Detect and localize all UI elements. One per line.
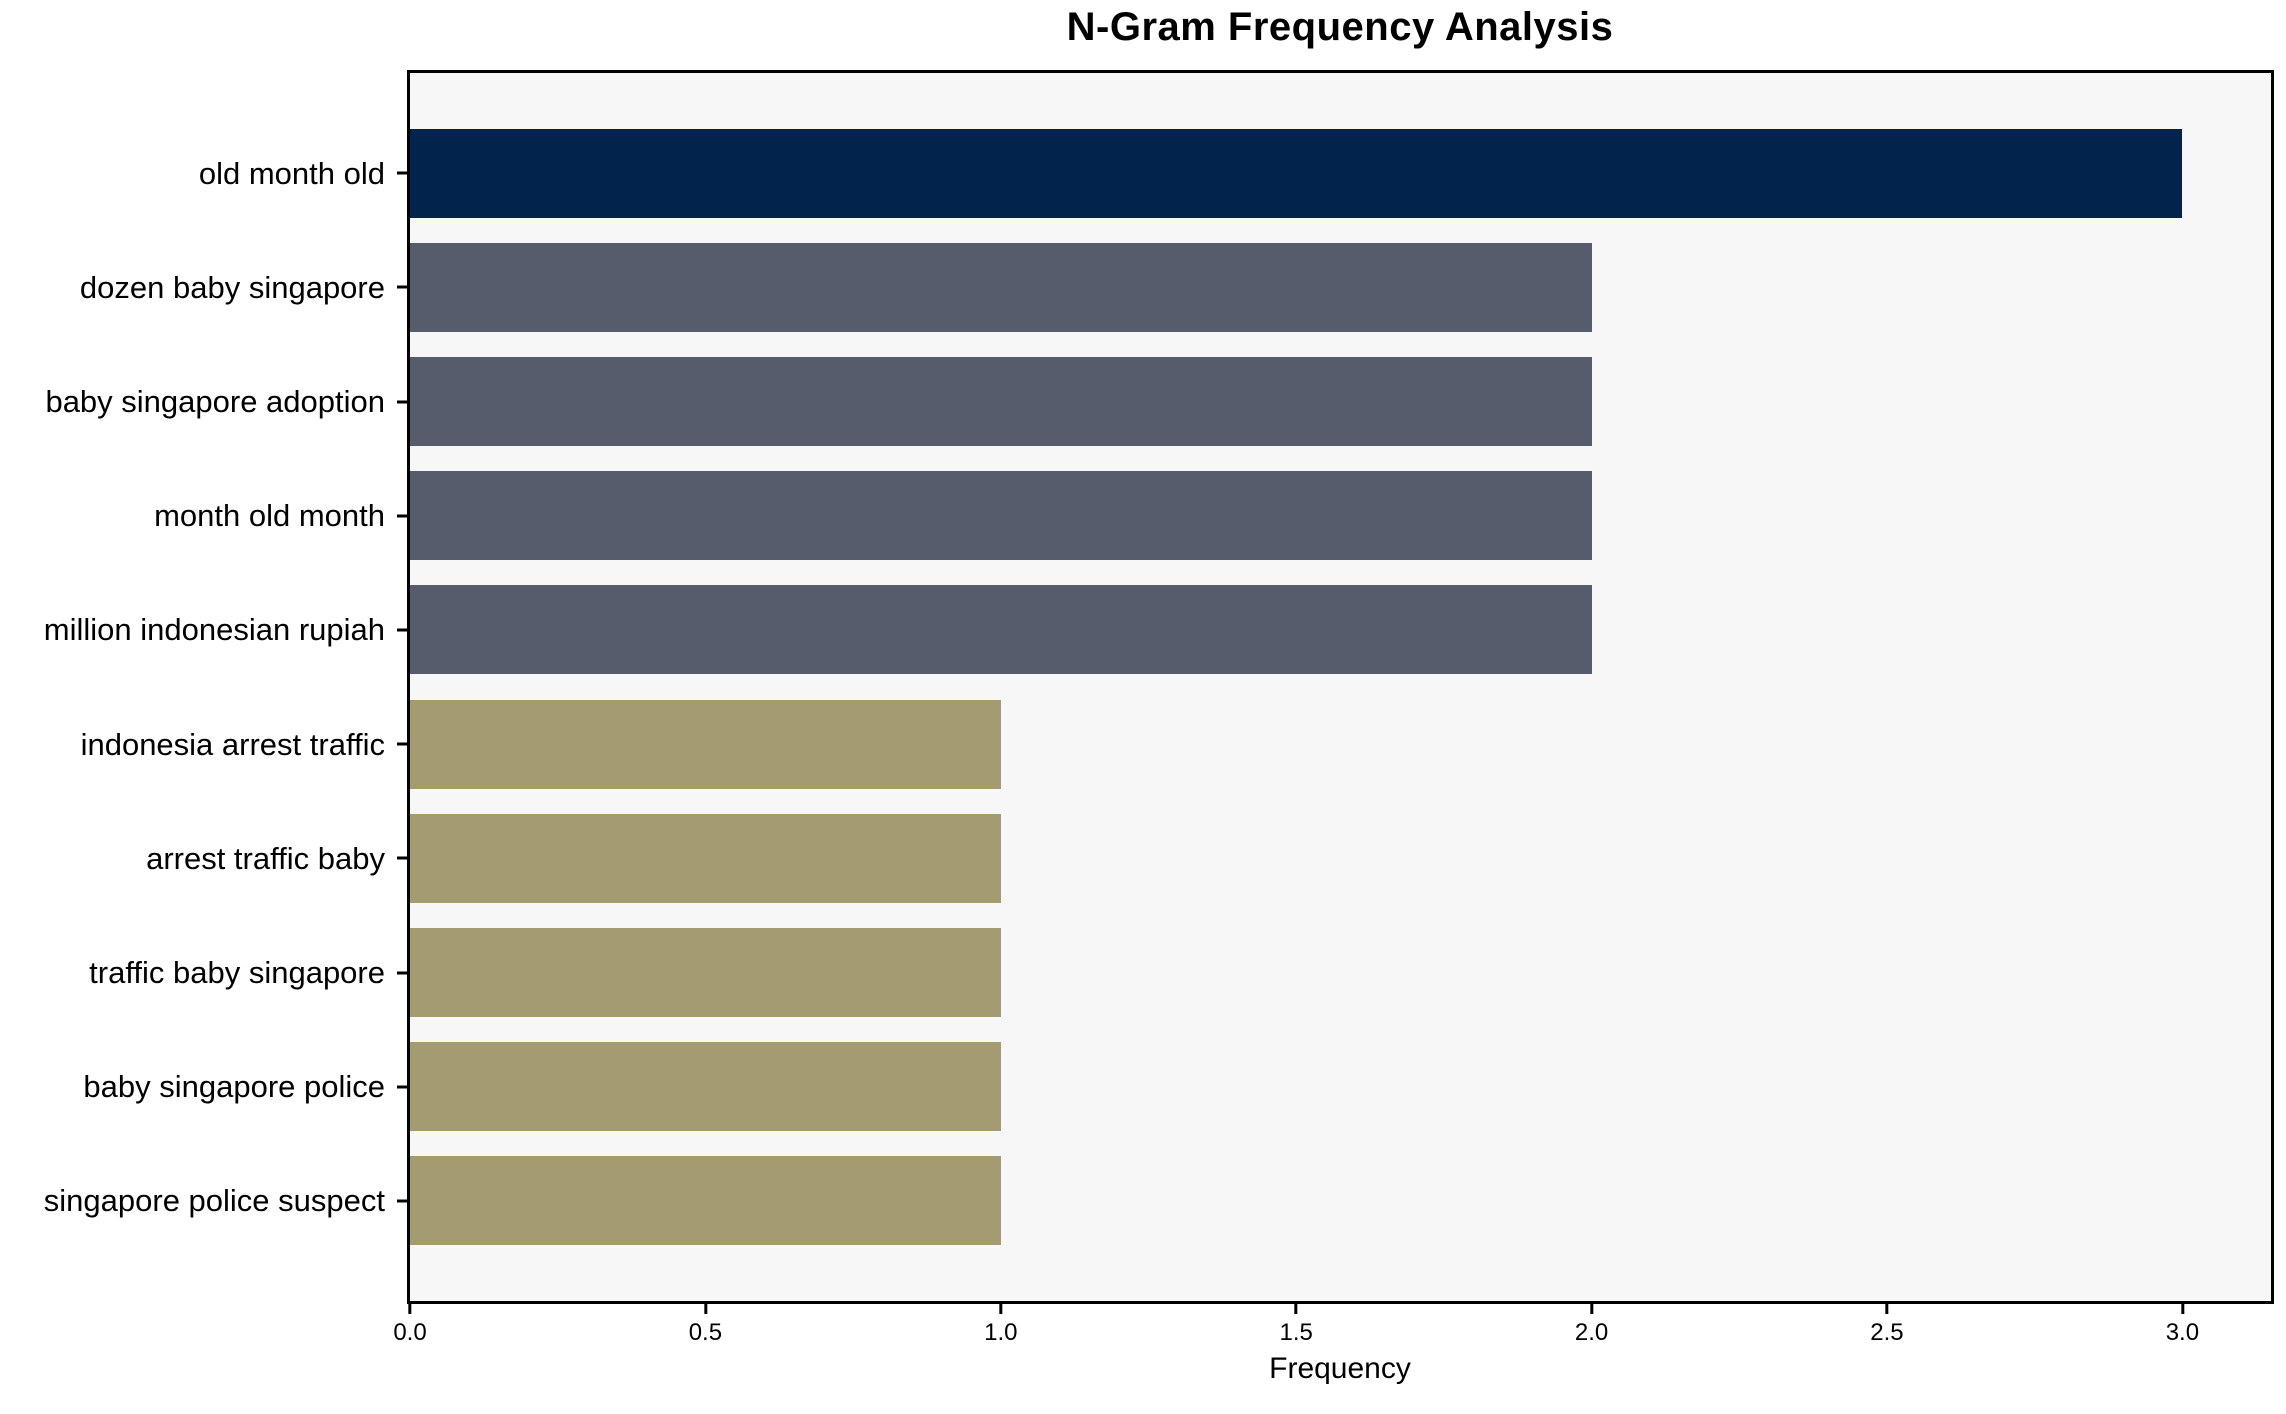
bar-row: dozen baby singapore — [80, 230, 2271, 344]
x-tick-label: 0.0 — [393, 1319, 427, 1346]
x-tick-mark — [2180, 1304, 2184, 1314]
bar — [410, 357, 1592, 446]
bar — [410, 928, 1001, 1018]
bar-row: traffic baby singapore — [89, 915, 2271, 1029]
x-tick-label: 1.5 — [1279, 1319, 1313, 1346]
x-tick-mark — [1294, 1304, 1298, 1314]
x-tick: 1.5 — [1280, 1301, 1313, 1345]
y-tick-mark — [397, 971, 407, 975]
x-tick-mark — [703, 1304, 707, 1314]
bar — [410, 471, 1592, 561]
x-tick: 2.0 — [1575, 1301, 1608, 1345]
x-tick: 2.5 — [1870, 1301, 1904, 1346]
x-tick-mark — [1590, 1304, 1594, 1314]
y-tick-label: baby singapore adoption — [45, 384, 385, 419]
bar-row: baby singapore police — [83, 1030, 2271, 1144]
chart-title: N-Gram Frequency Analysis — [1066, 5, 1614, 49]
x-tick: 0.0 — [393, 1301, 427, 1346]
x-tick-label: 2.0 — [1574, 1319, 1609, 1346]
bar-row: arrest traffic baby — [146, 801, 2271, 915]
bar — [410, 699, 1001, 789]
y-tick-mark — [397, 856, 407, 860]
x-tick: 3.0 — [2166, 1301, 2199, 1345]
y-tick-label: indonesia arrest traffic — [80, 726, 385, 762]
y-tick-mark — [397, 1085, 407, 1089]
x-tick-label: 1.0 — [984, 1319, 1018, 1346]
y-tick-label: million indonesian rupiah — [43, 612, 385, 648]
bar-row: old month old — [199, 116, 2271, 230]
bar — [410, 585, 1592, 675]
bar — [410, 1042, 1001, 1132]
x-tick-label: 3.0 — [2165, 1319, 2200, 1346]
x-tick: 1.0 — [984, 1301, 1017, 1345]
bar-rows: old month old dozen baby singapore baby si… — [44, 73, 2271, 1301]
bar — [410, 813, 1001, 903]
x-tick: 0.5 — [689, 1301, 722, 1345]
bar — [410, 128, 2183, 218]
y-tick-mark — [397, 628, 407, 632]
x-axis-label: Frequency — [1269, 1352, 1411, 1385]
y-tick-mark — [397, 1199, 407, 1203]
y-tick-mark — [397, 514, 407, 518]
y-tick-label: traffic baby singapore — [89, 955, 385, 991]
bar-row: indonesia arrest traffic — [81, 687, 2271, 801]
x-tick-mark — [408, 1304, 412, 1314]
y-tick-label: singapore police suspect — [43, 1183, 385, 1219]
y-tick-label: arrest traffic baby — [146, 840, 385, 876]
y-tick-mark — [397, 400, 407, 403]
bar-row: month old month — [154, 459, 2271, 573]
y-tick-mark — [397, 171, 407, 175]
y-tick-label: month old month — [154, 498, 385, 534]
y-tick-mark — [397, 285, 407, 289]
x-tick-label: 0.5 — [688, 1319, 723, 1346]
y-tick-mark — [397, 742, 407, 746]
y-tick-label: baby singapore police — [83, 1069, 385, 1105]
plot-area: old month old dozen baby singapore baby si… — [44, 70, 2274, 1345]
bar — [410, 242, 1592, 332]
x-tick-label: 2.5 — [1870, 1319, 1904, 1346]
bar-row: singapore police suspect — [44, 1144, 2271, 1258]
x-tick-mark — [999, 1304, 1003, 1314]
y-tick-label: dozen baby singapore — [79, 269, 385, 305]
y-tick-label: old month old — [198, 155, 385, 191]
bar-row: million indonesian rupiah — [44, 573, 2271, 687]
bar-row: baby singapore adoption — [45, 344, 2271, 458]
x-tick-mark — [1885, 1304, 1889, 1314]
bar — [410, 1156, 1001, 1246]
